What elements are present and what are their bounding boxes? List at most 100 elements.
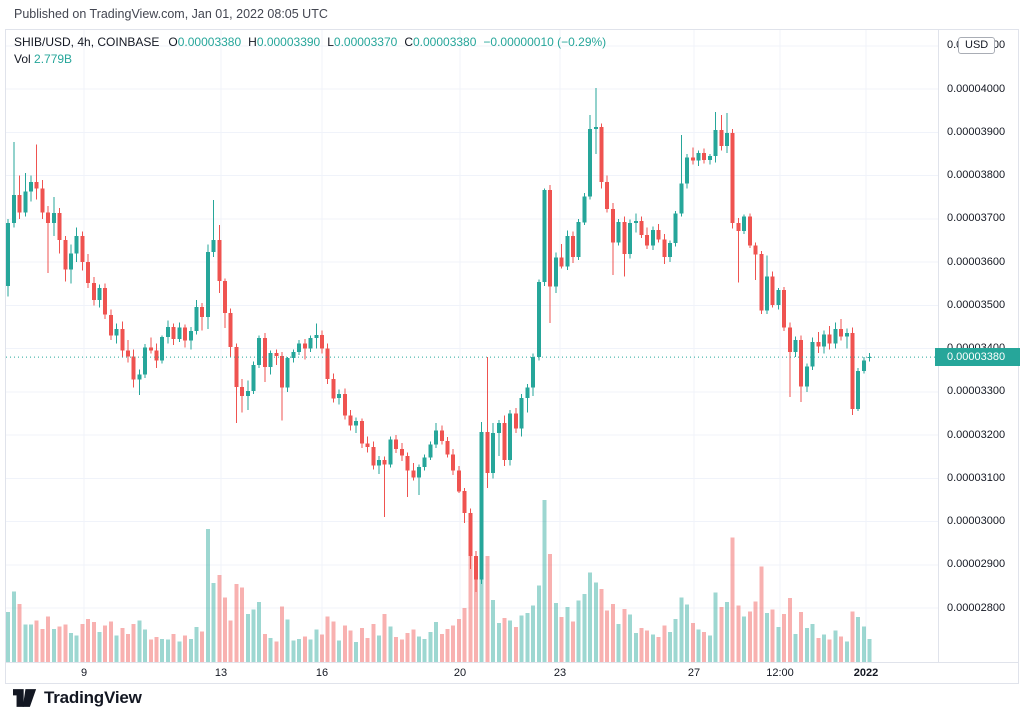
currency-badge: USD [958, 37, 996, 54]
volume-bar [725, 602, 729, 662]
volume-bar [536, 585, 541, 662]
volume-bar [154, 637, 159, 662]
volume-bar [320, 634, 324, 662]
candle-body [126, 350, 130, 357]
candle-body [223, 281, 227, 313]
candle-body [816, 342, 821, 347]
volume-bar [268, 637, 273, 662]
candle-body [40, 188, 45, 213]
candle-body [405, 455, 410, 471]
time-tick-label: 20 [453, 667, 467, 679]
candle-body [736, 223, 741, 231]
candle-body [160, 336, 165, 361]
volume-bar [137, 620, 142, 662]
volume-bar [702, 632, 707, 662]
volume-bar [51, 628, 56, 662]
volume-bar [148, 639, 153, 662]
candle-body [782, 290, 787, 328]
tradingview-logo-icon [13, 689, 37, 707]
candle-body [285, 358, 290, 388]
candle-body [867, 357, 872, 359]
volume-bar [513, 627, 518, 662]
volume-bar [508, 620, 513, 662]
candle-body [588, 128, 593, 197]
time-tick-label: 9 [80, 667, 88, 679]
candle-body [262, 338, 267, 368]
candle-body [371, 447, 376, 466]
volume-bar [211, 583, 216, 662]
volume-bar [576, 600, 581, 662]
chart-plot-area[interactable] [6, 30, 938, 662]
candle-body [565, 236, 570, 267]
candle-body [69, 253, 73, 270]
time-tick-label: 13 [214, 667, 228, 679]
price-axis[interactable]: USD 0.00003380 0.000041000.000040000.000… [935, 30, 1020, 662]
volume-bar [251, 609, 256, 662]
volume-bar [719, 607, 724, 662]
candle-body [862, 360, 866, 371]
volume-bar [787, 598, 792, 662]
candle-body [23, 191, 28, 213]
time-axis[interactable]: 9 13 16 20 23 27 12:00 2022 [6, 662, 1018, 683]
volume-bar [662, 625, 667, 662]
candle-body [799, 339, 804, 387]
tradingview-logo-link[interactable]: TradingView [13, 688, 142, 708]
candle-body [844, 332, 849, 337]
volume-bar [228, 620, 233, 662]
volume-bar [542, 500, 547, 662]
time-tick-label: 2022 [853, 667, 879, 679]
candlestick-chart[interactable] [6, 30, 938, 662]
chart-widget: SHIB/USD, 4h, COINBASE O0.00003380 H0.0000… [5, 29, 1020, 684]
volume-bar [736, 605, 741, 662]
volume-bar [759, 566, 764, 662]
candle-body [120, 329, 125, 351]
volume-bar [610, 603, 615, 662]
volume-bar [365, 637, 370, 662]
candle-body [616, 222, 621, 243]
volume-bar [519, 615, 524, 662]
volume-bar [160, 638, 165, 662]
volume-bar [668, 632, 672, 662]
volume-bar [810, 623, 815, 662]
candle-body [240, 387, 245, 397]
volume-bar [844, 641, 849, 662]
candle-body [856, 371, 861, 410]
price-tick-label: 0.00002900 [947, 558, 1006, 571]
volume-bar [559, 617, 564, 662]
candle-body [645, 235, 650, 246]
candle-body [468, 512, 473, 557]
price-tick-label: 0.00003300 [947, 385, 1006, 398]
volume-bar [348, 630, 353, 662]
volume-bar [639, 628, 644, 662]
volume-bar [833, 630, 838, 662]
volume-bar [262, 633, 267, 662]
volume-bar [11, 591, 16, 662]
candle-body [114, 329, 119, 336]
legend-row-ohlc: SHIB/USD, 4h, COINBASE O0.00003380 H0.0000… [14, 35, 606, 49]
volume-bar [23, 624, 28, 662]
candle-body [525, 387, 530, 399]
legend-row-volume: Vol 2.779B [14, 52, 606, 66]
volume-bar [479, 525, 484, 662]
candle-body [571, 236, 575, 257]
volume-bar [40, 628, 45, 662]
volume-bar [399, 639, 404, 662]
candle-body [154, 350, 159, 361]
volume-bar [91, 622, 96, 662]
volume-bar [280, 606, 284, 662]
volume-bar [816, 637, 821, 662]
candle-body [394, 439, 399, 449]
volume-bar [354, 642, 359, 662]
volume-bar [645, 630, 650, 662]
candle-body [417, 467, 421, 478]
volume-bar [622, 608, 627, 662]
candle-body [685, 157, 690, 184]
candle-body [702, 153, 707, 160]
volume-bar [285, 619, 290, 662]
volume-bar [165, 639, 170, 662]
candle-body [51, 213, 56, 223]
candle-body [302, 343, 307, 349]
candle-body [650, 230, 655, 246]
candle-body [34, 182, 39, 189]
